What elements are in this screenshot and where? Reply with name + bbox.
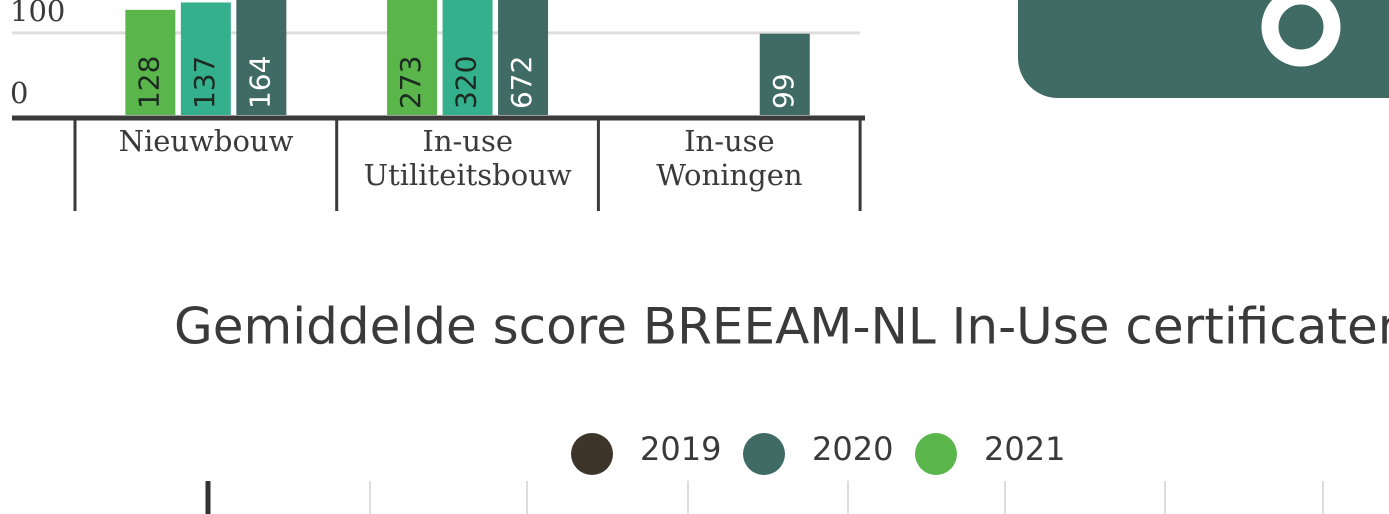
legend-label: 2020 (812, 430, 893, 468)
bar (236, 0, 287, 115)
y-tick-label: 100 (10, 0, 65, 28)
value-label: 128 (132, 56, 165, 109)
bar (180, 2, 231, 115)
bar (442, 0, 493, 115)
value-label: 164 (243, 56, 276, 109)
legend-label: 2021 (984, 430, 1065, 468)
value-label: 672 (505, 56, 538, 109)
chart-title: Gemiddelde score BREEAM-NL In-Use certif… (174, 298, 1389, 356)
value-label: 320 (450, 56, 483, 109)
bar (759, 33, 810, 115)
y-tick-label: 0 (10, 76, 28, 110)
legend-swatch (915, 433, 957, 475)
bar (498, 0, 549, 115)
value-label: 273 (394, 56, 427, 109)
decor-ring (1261, 0, 1341, 67)
x-tick-label: Nieuwbouw (118, 124, 294, 158)
axis-ticks (205, 481, 1324, 514)
x-tick-label: In-use Woningen (656, 124, 803, 192)
x-tick-label: In-use Utiliteitsbouw (363, 124, 572, 192)
value-label: 99 (767, 73, 800, 109)
legend-swatch (743, 433, 785, 475)
legend-swatch (571, 433, 613, 475)
bar (387, 0, 438, 115)
decor-panel (1018, 0, 1389, 98)
legend-label: 2019 (640, 430, 721, 468)
bar (125, 9, 176, 116)
value-label: 137 (188, 56, 221, 109)
